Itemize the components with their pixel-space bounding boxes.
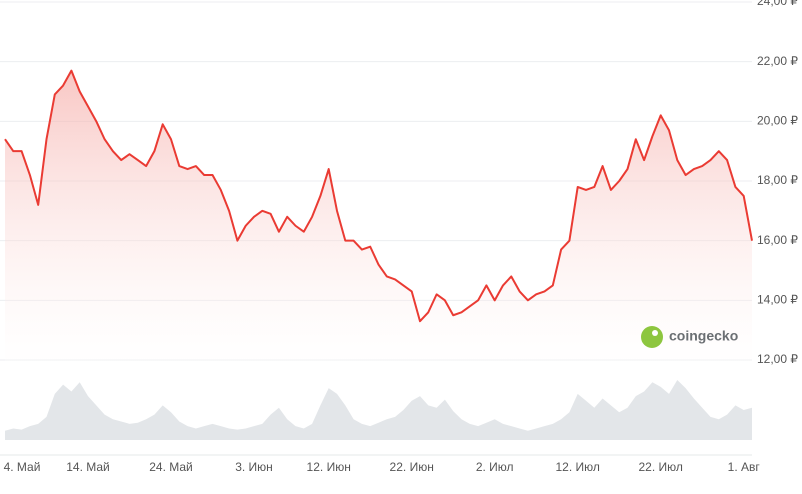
x-tick-label: 2. Июл (476, 460, 514, 474)
x-tick-label: 24. Май (149, 460, 193, 474)
y-tick-label: 12,00 ₽ (757, 352, 798, 366)
brand-logo: coingecko (641, 326, 738, 348)
y-tick-label: 16,00 ₽ (757, 233, 798, 247)
x-tick-label: 22. Июл (639, 460, 683, 474)
volume-area (5, 380, 752, 440)
x-tick-label: 22. Июн (390, 460, 434, 474)
brand-name: coingecko (669, 328, 738, 344)
x-tick-label: 3. Июн (235, 460, 273, 474)
y-tick-label: 18,00 ₽ (757, 173, 798, 187)
price-line (4, 69, 753, 323)
x-tick-label: 14. Май (66, 460, 110, 474)
price-area (5, 70, 752, 365)
y-tick-label: 24,00 ₽ (757, 0, 798, 8)
y-tick-label: 22,00 ₽ (757, 54, 798, 68)
plot: 4. Май 14. Май 24. Май 3. Июн 12. Июн 22. Июн… (0, 69, 761, 474)
x-tick-label: 12. Июн (307, 460, 351, 474)
x-tick-label: 1. Авг (728, 460, 761, 474)
logo-eye (652, 330, 658, 336)
x-tick-label: 4. Май (4, 460, 41, 474)
y-tick-label: 14,00 ₽ (757, 293, 798, 307)
y-tick-label: 20,00 ₽ (757, 114, 798, 128)
logo-icon (641, 326, 663, 348)
x-tick-label: 12. Июл (556, 460, 600, 474)
